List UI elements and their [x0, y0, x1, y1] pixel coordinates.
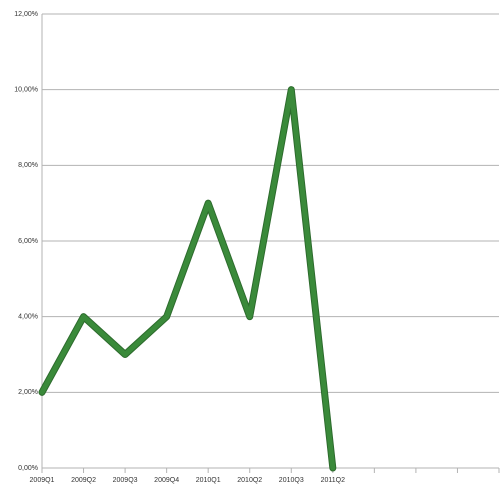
y-tick-label: 12,00%: [14, 11, 38, 18]
x-tick-label: 2010Q3: [279, 477, 304, 484]
series-line-outline: [38, 86, 337, 472]
y-tick-label: 4,00%: [18, 314, 38, 321]
x-tick-label: 2010Q1: [196, 477, 221, 484]
x-tick-label: 2010Q2: [237, 477, 262, 484]
y-tick-label: 0,00%: [18, 465, 38, 472]
x-tick-label: 2009Q1: [30, 477, 55, 484]
series-line: [39, 87, 336, 471]
y-tick-label: 6,00%: [18, 238, 38, 245]
y-tick-label: 8,00%: [18, 162, 38, 169]
x-tick-label: 2009Q2: [71, 477, 96, 484]
x-tick-label: 2009Q3: [113, 477, 138, 484]
y-tick-label: 10,00%: [14, 87, 38, 94]
x-tick-label: 2009Q4: [154, 477, 179, 484]
y-tick-label: 2,00%: [18, 389, 38, 396]
x-tick-label: 2011Q2: [321, 477, 345, 484]
